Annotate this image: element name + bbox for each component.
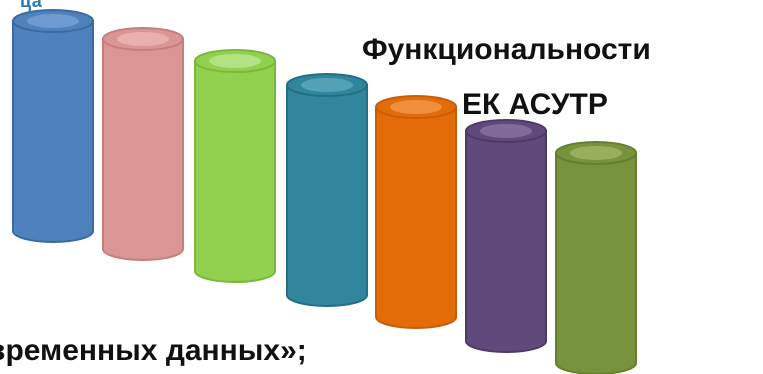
corner-text-fragment: ца (20, 0, 43, 11)
slide-title-line-2: ЕК АСУТР (462, 88, 608, 121)
slide-title-line-1: Функциональности (362, 33, 651, 66)
cylinder-orange (375, 95, 457, 329)
cylinder-pink (102, 27, 184, 261)
cylinder-olive (555, 141, 637, 374)
cylinder-teal (286, 73, 368, 307)
cylinder-green (194, 49, 276, 283)
cylinder-blue (12, 9, 94, 243)
cylinder-purple (465, 119, 547, 353)
bottom-text-fragment: временных данных»; (0, 334, 307, 367)
